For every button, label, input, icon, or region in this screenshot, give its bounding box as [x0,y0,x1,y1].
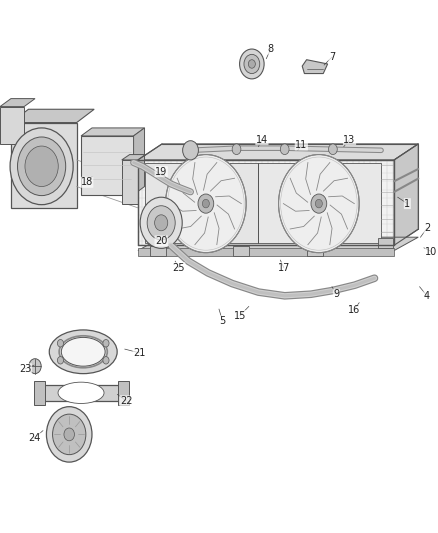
Text: 15: 15 [234,311,246,320]
Polygon shape [34,381,45,405]
Circle shape [280,144,289,155]
Circle shape [10,128,73,205]
Text: 21: 21 [133,348,145,358]
Circle shape [240,49,264,79]
Polygon shape [148,209,174,236]
Circle shape [232,144,241,155]
Text: 8: 8 [268,44,274,54]
Polygon shape [145,163,258,243]
Circle shape [155,215,168,231]
Text: 25: 25 [173,263,185,272]
Polygon shape [233,246,249,256]
Text: 11: 11 [295,140,307,150]
Circle shape [64,428,74,441]
Text: 9: 9 [333,289,339,299]
Polygon shape [307,246,323,256]
Circle shape [279,155,359,253]
Circle shape [18,137,66,196]
Circle shape [311,194,327,213]
Text: 20: 20 [155,236,167,246]
Polygon shape [138,160,394,245]
Circle shape [57,340,64,347]
Circle shape [147,206,175,240]
Circle shape [103,340,109,347]
Circle shape [103,357,109,364]
Polygon shape [11,109,94,123]
Circle shape [46,407,92,462]
Polygon shape [39,385,125,401]
Circle shape [198,194,214,213]
Circle shape [183,141,198,160]
Text: 14: 14 [256,135,268,144]
Polygon shape [138,144,418,160]
Circle shape [248,60,255,68]
Polygon shape [138,248,394,256]
Polygon shape [11,123,77,208]
Text: 1: 1 [404,199,410,208]
Circle shape [328,144,337,155]
Polygon shape [0,107,24,144]
Polygon shape [394,144,418,245]
Circle shape [202,199,209,208]
Text: 16: 16 [348,305,360,315]
Text: 7: 7 [329,52,335,62]
Circle shape [140,197,182,248]
Text: 5: 5 [219,316,226,326]
Text: 13: 13 [343,135,356,144]
Circle shape [244,54,260,74]
Text: 10: 10 [425,247,438,256]
Polygon shape [302,60,328,74]
Polygon shape [122,155,145,160]
Circle shape [315,199,322,208]
Polygon shape [138,237,418,251]
Text: 4: 4 [424,291,430,301]
Polygon shape [258,163,381,243]
Ellipse shape [58,382,104,403]
Text: 24: 24 [28,433,40,443]
Text: 23: 23 [19,364,32,374]
Polygon shape [378,238,393,248]
Polygon shape [81,136,134,195]
Polygon shape [81,128,145,136]
Polygon shape [150,246,166,256]
Text: 18: 18 [81,177,93,187]
Text: 2: 2 [424,223,430,233]
Ellipse shape [61,337,105,366]
Polygon shape [122,160,138,204]
Circle shape [29,359,41,374]
Text: 19: 19 [155,167,167,176]
Circle shape [57,357,64,364]
Ellipse shape [49,330,117,374]
Polygon shape [0,99,35,107]
Text: 22: 22 [120,396,132,406]
Circle shape [25,146,58,187]
Text: 17: 17 [278,263,290,272]
Polygon shape [118,381,129,405]
Polygon shape [134,128,145,195]
Circle shape [53,414,86,455]
Circle shape [166,155,246,253]
